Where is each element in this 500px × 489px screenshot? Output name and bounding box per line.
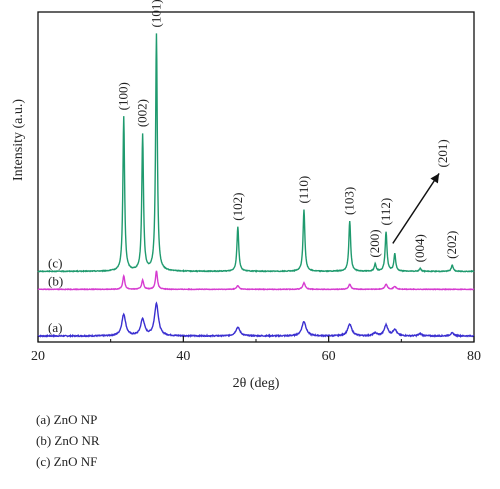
annotation-103: (103) [342, 187, 357, 215]
legend-item-c: (c) ZnO NF [36, 454, 98, 469]
annotation-112: (112) [378, 198, 393, 226]
legend-item-b: (b) ZnO NR [36, 433, 100, 448]
annotation-arrowhead-201 [430, 173, 440, 184]
series-line-c [37, 33, 475, 273]
y-axis-label: Intensity (a.u.) [11, 99, 26, 181]
x-tick-label-60: 60 [322, 349, 336, 364]
series-tag-c: (c) [48, 255, 62, 270]
annotation-004: (004) [412, 234, 427, 262]
xrd-chart: (a) (b) (c) (100) (002) (101) (102) (110) (103)… [11, 0, 481, 391]
x-tick-label-20: 20 [31, 349, 45, 364]
annotation-202: (202) [444, 231, 459, 259]
x-axis-label: 2θ (deg) [233, 376, 280, 391]
annotation-200: (200) [367, 229, 382, 257]
series-layer: (a) (b) (c) [37, 33, 475, 339]
annotation-layer: (100) (002) (101) (102) (110) (103) (200) (112)… [116, 0, 459, 262]
annotation-102: (102) [230, 193, 245, 221]
series-line-a [37, 301, 475, 339]
annotation-arrow-201 [392, 173, 440, 244]
x-tick-label-80: 80 [467, 349, 481, 364]
legend-item-a: (a) ZnO NP [36, 412, 98, 427]
series-tag-a: (a) [48, 320, 62, 335]
legend-list: (a) ZnO NP (b) ZnO NR (c) ZnO NF [36, 409, 100, 472]
annotation-101: (101) [148, 0, 163, 27]
annotation-201: (201) [435, 139, 450, 167]
plot-frame [37, 11, 475, 343]
series-tag-b: (b) [48, 273, 63, 288]
series-line-b [37, 270, 475, 291]
tick-layer: 20 40 60 80 [31, 336, 481, 364]
x-tick-label-40: 40 [176, 349, 190, 364]
annotation-100: (100) [116, 82, 131, 110]
annotation-110: (110) [296, 176, 311, 204]
annotation-002: (002) [135, 99, 150, 127]
